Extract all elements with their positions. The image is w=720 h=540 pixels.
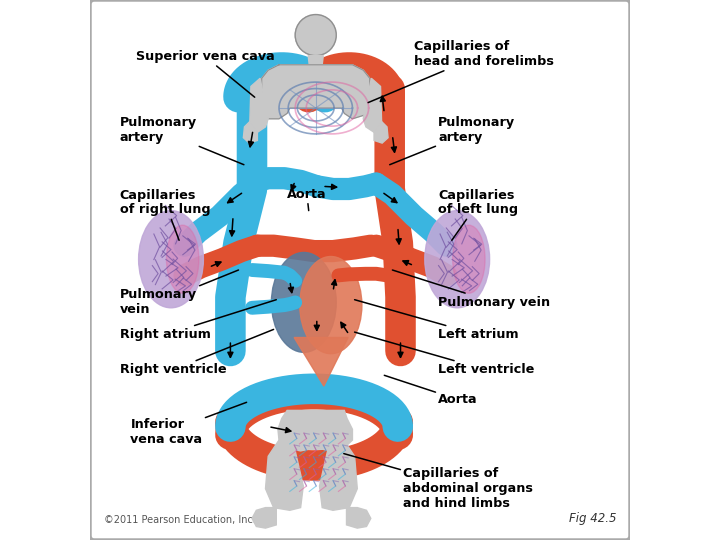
Text: Right ventricle: Right ventricle <box>120 329 274 376</box>
Ellipse shape <box>453 225 485 293</box>
Text: Pulmonary vein: Pulmonary vein <box>392 270 550 309</box>
Text: Capillaries of
abdominal organs
and hind limbs: Capillaries of abdominal organs and hind… <box>344 454 533 510</box>
Ellipse shape <box>138 211 204 308</box>
Polygon shape <box>294 338 348 386</box>
Polygon shape <box>346 508 371 528</box>
Text: Fig 42.5: Fig 42.5 <box>569 512 616 525</box>
Polygon shape <box>243 122 258 143</box>
Ellipse shape <box>166 225 199 293</box>
Text: Right atrium: Right atrium <box>120 300 276 341</box>
Text: Capillaries of
head and forelimbs: Capillaries of head and forelimbs <box>368 40 554 103</box>
Text: Capillaries
of right lung: Capillaries of right lung <box>120 188 210 240</box>
Polygon shape <box>266 440 303 510</box>
Text: Left ventricle: Left ventricle <box>355 332 535 376</box>
Text: Pulmonary
artery: Pulmonary artery <box>390 116 516 165</box>
Polygon shape <box>320 440 357 510</box>
Ellipse shape <box>271 252 336 353</box>
Polygon shape <box>252 508 276 528</box>
Polygon shape <box>262 65 370 119</box>
Text: Aorta: Aorta <box>384 375 478 406</box>
Text: ©2011 Pearson Education, Inc.: ©2011 Pearson Education, Inc. <box>104 515 256 525</box>
Text: Aorta: Aorta <box>287 188 327 211</box>
Text: Pulmonary
artery: Pulmonary artery <box>120 116 244 165</box>
Text: Left atrium: Left atrium <box>355 300 519 341</box>
Polygon shape <box>374 122 388 143</box>
Polygon shape <box>250 78 269 132</box>
Polygon shape <box>308 56 323 65</box>
FancyBboxPatch shape <box>90 0 630 540</box>
Text: Capillaries
of left lung: Capillaries of left lung <box>438 188 518 240</box>
Ellipse shape <box>300 256 362 354</box>
Ellipse shape <box>425 211 490 308</box>
Text: Pulmonary
vein: Pulmonary vein <box>120 270 238 316</box>
Text: Superior vena cava: Superior vena cava <box>136 50 274 97</box>
Polygon shape <box>364 78 382 132</box>
Polygon shape <box>278 410 353 451</box>
Circle shape <box>295 15 336 56</box>
Text: Inferior
vena cava: Inferior vena cava <box>130 402 246 446</box>
